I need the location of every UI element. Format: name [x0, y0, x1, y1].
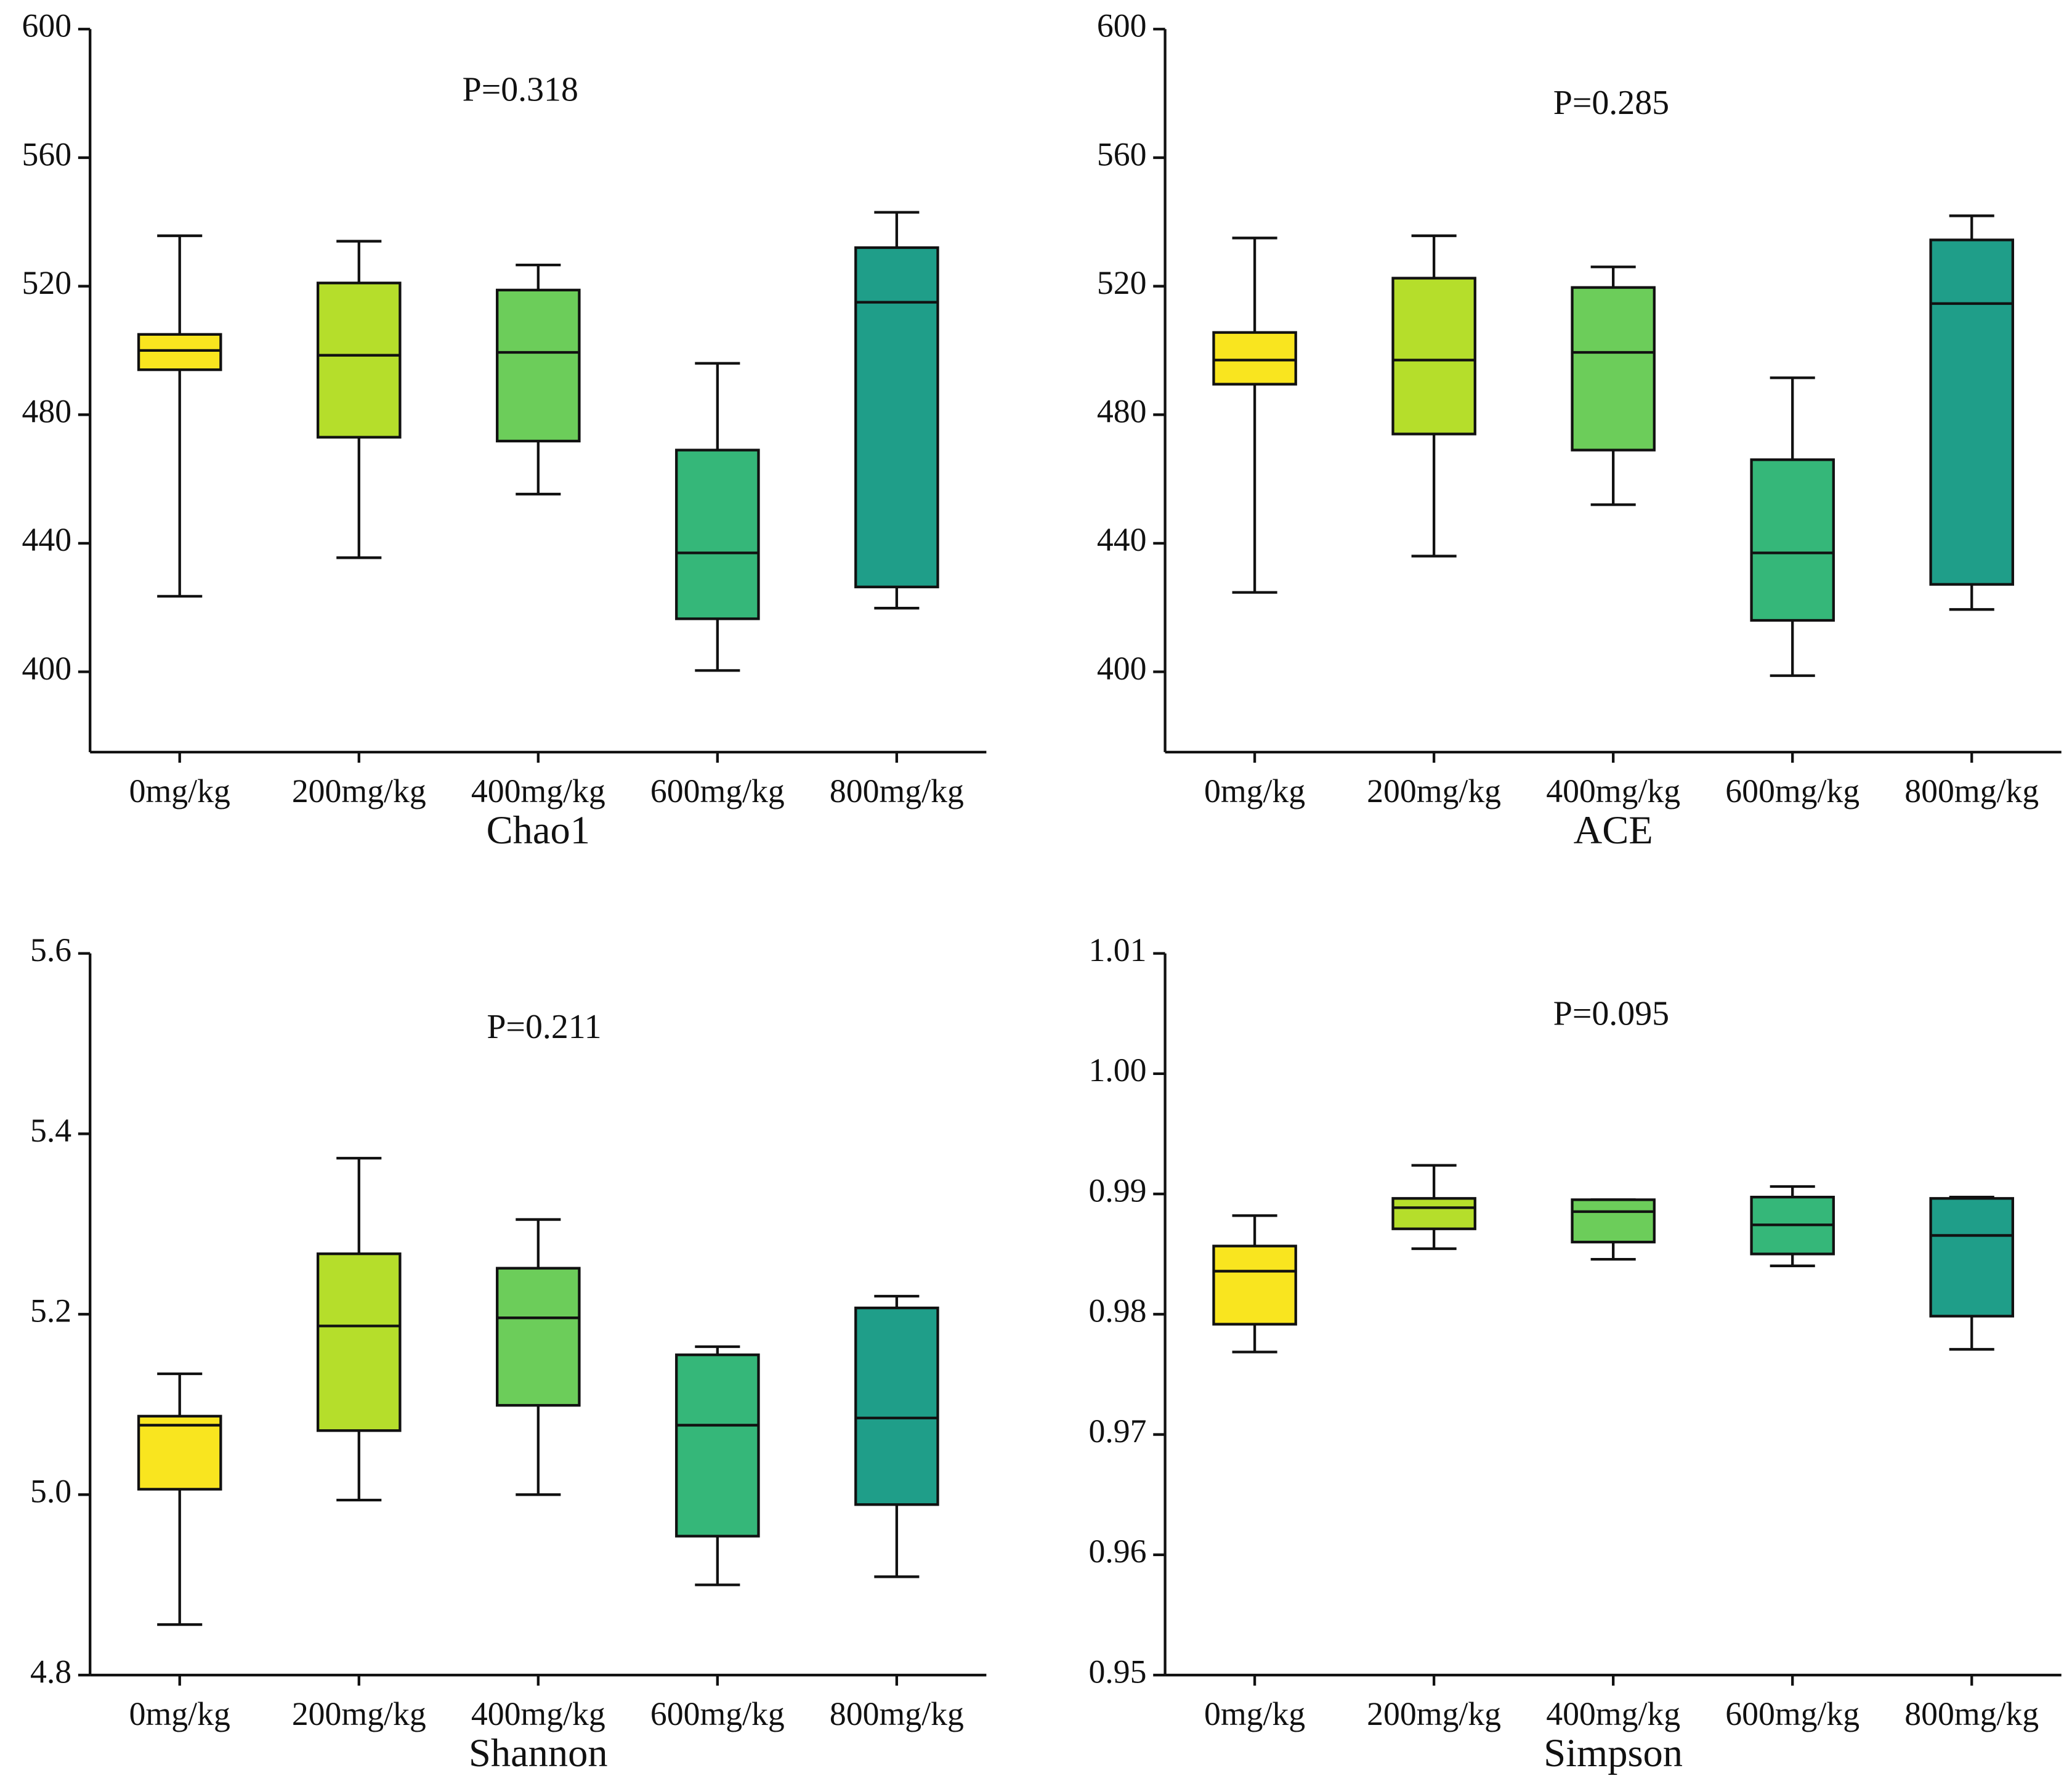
box: [496, 288, 581, 443]
box: [854, 246, 939, 588]
x-tick-label: 400mg/kg: [471, 773, 605, 809]
box: [675, 1353, 760, 1538]
x-tick-label: 800mg/kg: [1904, 773, 2039, 809]
box: [1750, 458, 1835, 622]
y-tick-label: 5.2: [30, 1292, 71, 1329]
y-tick-label: 0.97: [1088, 1413, 1146, 1450]
x-tick-label: 0mg/kg: [1204, 773, 1305, 809]
x-tick-label: 0mg/kg: [129, 1695, 230, 1732]
y-tick-label: 440: [1097, 521, 1147, 558]
box: [1391, 277, 1476, 436]
x-tick-label: 400mg/kg: [1546, 1695, 1680, 1732]
box: [316, 1252, 402, 1432]
y-tick-label: 560: [1097, 136, 1147, 172]
box: [1929, 238, 2015, 586]
box: [1929, 1197, 2015, 1318]
y-tick-label: 560: [22, 136, 72, 172]
y-tick-label: 0.99: [1088, 1172, 1146, 1209]
y-tick-label: 5.6: [30, 931, 71, 968]
y-tick-label: 520: [1097, 264, 1147, 301]
y-tick-label: 600: [22, 7, 72, 44]
x-tick-label: 600mg/kg: [650, 773, 785, 809]
y-tick-label: 1.00: [1088, 1052, 1146, 1089]
x-axis-title: ACE: [1574, 808, 1653, 852]
annotation: P=0.211: [487, 1008, 601, 1046]
x-tick-label: 600mg/kg: [1725, 1695, 1860, 1732]
box: [1571, 286, 1656, 452]
y-tick-label: 400: [1097, 650, 1147, 687]
y-tick-label: 1.01: [1088, 931, 1146, 968]
x-tick-label: 800mg/kg: [830, 1695, 964, 1732]
annotation: P=0.285: [1553, 84, 1669, 122]
x-tick-label: 400mg/kg: [1546, 773, 1680, 809]
x-axis-title: Chao1: [487, 808, 590, 852]
box: [1212, 1244, 1297, 1326]
x-tick-label: 800mg/kg: [1904, 1695, 2039, 1732]
y-tick-label: 5.0: [30, 1473, 71, 1510]
x-tick-label: 200mg/kg: [292, 773, 426, 809]
annotation: P=0.318: [463, 70, 578, 108]
x-tick-label: 0mg/kg: [1204, 1695, 1305, 1732]
y-tick-label: 480: [1097, 393, 1147, 430]
x-tick-label: 200mg/kg: [292, 1695, 426, 1732]
box: [496, 1267, 581, 1407]
box: [1571, 1198, 1656, 1244]
x-tick-label: 200mg/kg: [1367, 773, 1501, 809]
x-axis-title: Simpson: [1544, 1731, 1683, 1775]
y-tick-label: 440: [22, 521, 72, 558]
y-tick-label: 600: [1097, 7, 1147, 44]
box: [137, 333, 222, 371]
x-tick-label: 800mg/kg: [830, 773, 964, 809]
x-tick-label: 600mg/kg: [1725, 773, 1860, 809]
box: [1212, 331, 1297, 386]
x-tick-label: 600mg/kg: [650, 1695, 785, 1732]
y-tick-label: 480: [22, 393, 72, 430]
box: [316, 282, 402, 439]
box: [675, 448, 760, 620]
box: [1391, 1197, 1476, 1230]
box: [854, 1306, 939, 1506]
y-tick-label: 0.98: [1088, 1292, 1146, 1329]
x-tick-label: 0mg/kg: [129, 773, 230, 809]
x-tick-label: 400mg/kg: [471, 1695, 605, 1732]
y-tick-label: 0.95: [1088, 1653, 1146, 1690]
y-tick-label: 520: [22, 264, 72, 301]
y-tick-label: 0.96: [1088, 1533, 1146, 1570]
x-axis-title: Shannon: [469, 1731, 608, 1775]
annotation: P=0.095: [1553, 995, 1669, 1033]
x-tick-label: 200mg/kg: [1367, 1695, 1501, 1732]
y-tick-label: 4.8: [30, 1653, 71, 1690]
box: [137, 1414, 222, 1491]
y-tick-label: 5.4: [30, 1112, 71, 1149]
y-tick-label: 400: [22, 650, 72, 687]
